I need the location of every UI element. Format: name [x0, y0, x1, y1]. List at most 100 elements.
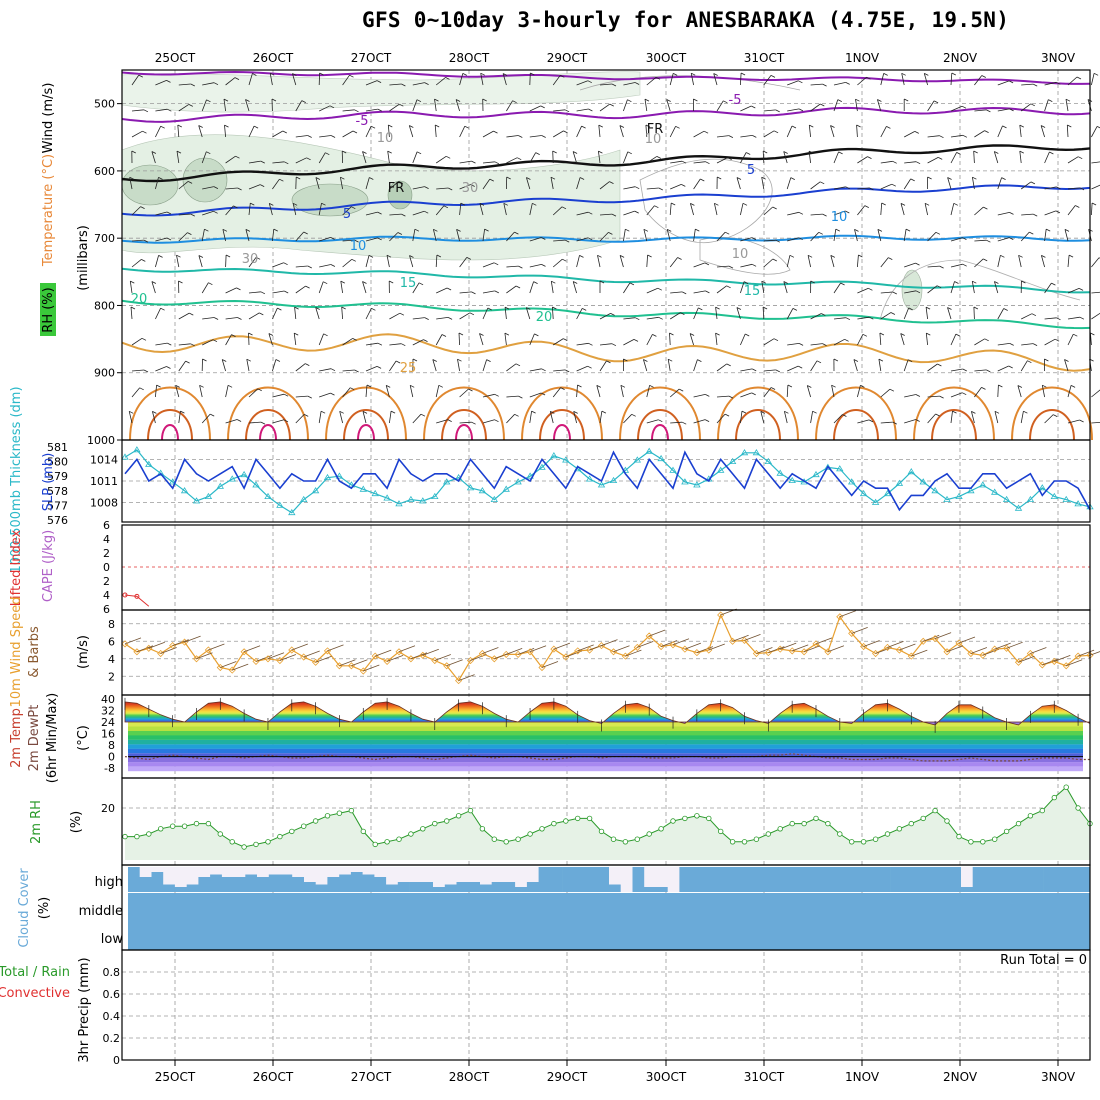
- rh-point: [157, 826, 164, 832]
- surface-wind-barb: [267, 652, 285, 660]
- wind-barb: [550, 281, 554, 294]
- wind-barb-feather: [456, 229, 461, 232]
- wind-barb: [833, 186, 846, 190]
- wind-barb: [529, 135, 542, 138]
- wind-barb: [482, 419, 495, 424]
- wind-barb-feather: [140, 206, 145, 209]
- wind-barb: [880, 421, 893, 424]
- wind-barb-feather: [579, 177, 585, 180]
- high-cloud-clear: [374, 867, 387, 877]
- rh-point: [527, 831, 533, 837]
- wind-barb-feather: [673, 73, 678, 76]
- thickness-point: [657, 454, 665, 462]
- wind-barb: [740, 203, 744, 216]
- wind-barb-feather: [1049, 151, 1054, 155]
- wind-barb: [833, 229, 837, 242]
- surface-wind-barb: [911, 649, 928, 657]
- wind-barb: [155, 126, 162, 138]
- wind-barb: [716, 231, 726, 242]
- wind-barb: [248, 203, 251, 216]
- wind-barb-feather: [494, 419, 499, 423]
- wind-barb: [552, 75, 561, 86]
- wind-barb-feather: [260, 421, 266, 425]
- wind-barb-feather: [129, 410, 134, 414]
- wind-barb: [526, 177, 531, 190]
- wind-barb: [950, 392, 963, 398]
- wind-barb-feather: [204, 228, 209, 232]
- wind-barb-feather: [166, 211, 172, 215]
- wind-barb: [904, 290, 917, 294]
- high-cloud-bar: [327, 877, 340, 892]
- wind-barb-feather: [725, 231, 730, 235]
- isotherm-40-bubble: [259, 424, 277, 441]
- high-cloud-clear: [174, 867, 187, 887]
- thickness-tick-label: 580: [47, 456, 68, 469]
- thickness-point: [240, 470, 248, 478]
- high-cloud-bar: [749, 867, 762, 892]
- isotherm-40-bubble: [161, 424, 179, 441]
- wind-barb: [245, 229, 250, 242]
- thickness-point: [752, 449, 761, 456]
- wind-barb: [646, 316, 659, 320]
- wind-barb-feather: [939, 135, 944, 139]
- wind-barb-feather: [540, 105, 545, 109]
- wind-barb: [553, 369, 566, 372]
- high-cloud-clear: [139, 867, 152, 877]
- wind-barb: [408, 125, 414, 138]
- wind-barb-feather: [213, 82, 219, 86]
- wind-barb: [503, 203, 507, 216]
- wind-barb: [927, 363, 938, 372]
- wind-barb-feather: [206, 151, 211, 155]
- wind-barb: [152, 411, 156, 424]
- temp-color-band: [128, 766, 1083, 772]
- wind-barb-feather: [1064, 229, 1070, 232]
- wind-barb: [974, 75, 983, 86]
- wind-barb-feather: [248, 332, 253, 336]
- wind-barb-feather: [705, 290, 710, 294]
- wind-barb-feather: [176, 150, 182, 154]
- wind-barb: [670, 291, 683, 294]
- high-cloud-bar: [397, 882, 410, 892]
- wind-barb-feather: [611, 343, 617, 347]
- thickness-point: [919, 478, 927, 485]
- wind-barb-feather: [775, 369, 780, 373]
- rh-point: [944, 818, 950, 824]
- wind-barb-feather: [892, 160, 897, 164]
- li-tick-label: 4: [103, 533, 110, 546]
- wind-barb: [409, 385, 414, 398]
- wind-barb: [435, 385, 440, 398]
- wind-barb-feather: [283, 393, 289, 397]
- surface-wind-barb: [887, 641, 904, 648]
- wind-barb-feather: [864, 205, 869, 208]
- thickness-point: [836, 465, 844, 472]
- wind-barb-feather: [130, 280, 135, 284]
- wind-barb: [810, 360, 818, 372]
- isotherm-label-11: 20: [536, 310, 553, 325]
- wind-barb: [365, 211, 378, 216]
- wind-barb: [295, 285, 306, 294]
- wind-barb: [599, 313, 611, 320]
- wind-barb-feather: [237, 187, 242, 191]
- high-cloud-bar: [644, 887, 657, 892]
- isotherm-30-bubble: [129, 386, 211, 441]
- rh-point: [444, 818, 450, 824]
- wind-barb: [389, 213, 402, 216]
- wind-barb-feather: [924, 73, 929, 76]
- rh-point: [467, 807, 474, 814]
- wind-barb-feather: [866, 76, 871, 80]
- wind-barb: [553, 239, 566, 242]
- wind-barb-feather: [329, 105, 335, 109]
- wind-barb: [387, 124, 390, 138]
- thickness-point: [931, 487, 939, 494]
- date-label-bottom-4: 29OCT: [547, 1070, 588, 1084]
- wind-barb-feather: [434, 98, 439, 102]
- wind-barb-feather: [222, 228, 228, 232]
- high-cloud-clear: [304, 867, 317, 882]
- isotherm-35-bubble: [931, 409, 977, 441]
- rh-point: [503, 839, 509, 845]
- wind-barb-feather: [479, 333, 484, 336]
- wind-barb: [994, 281, 999, 294]
- surface-wind-barb: [553, 642, 571, 650]
- wind-barb: [997, 125, 1003, 138]
- wind-barb: [434, 99, 437, 112]
